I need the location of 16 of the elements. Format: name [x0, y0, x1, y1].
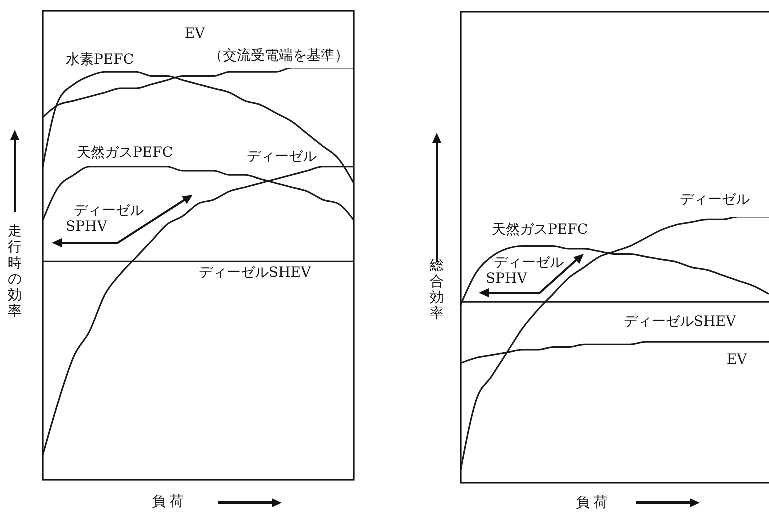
series-label: EV — [726, 352, 748, 368]
text: （交流受電端を基準） — [208, 48, 349, 64]
series-label: ディーゼルSHEV — [198, 264, 312, 282]
y-axis-title: 走行時の効率 — [8, 224, 22, 320]
text: EV — [184, 26, 206, 42]
annotation: ディーゼル SPHV — [66, 202, 144, 236]
annotation: ディーゼル SPHV — [486, 254, 564, 288]
series-label: 天然ガスPEFC — [76, 144, 174, 162]
y-axis-title: 総合効率 — [430, 258, 444, 322]
series-label: ディーゼル — [680, 192, 750, 208]
x-axis-title: 負 荷 — [152, 494, 184, 510]
x-axis-title: 負 荷 — [576, 494, 608, 512]
series-label: 水素PEFC — [66, 52, 134, 68]
series-label: ディーゼル — [247, 148, 317, 166]
series-label: ディーゼルSHEV — [624, 314, 736, 330]
series-label: 天然ガスPEFC — [492, 222, 588, 238]
